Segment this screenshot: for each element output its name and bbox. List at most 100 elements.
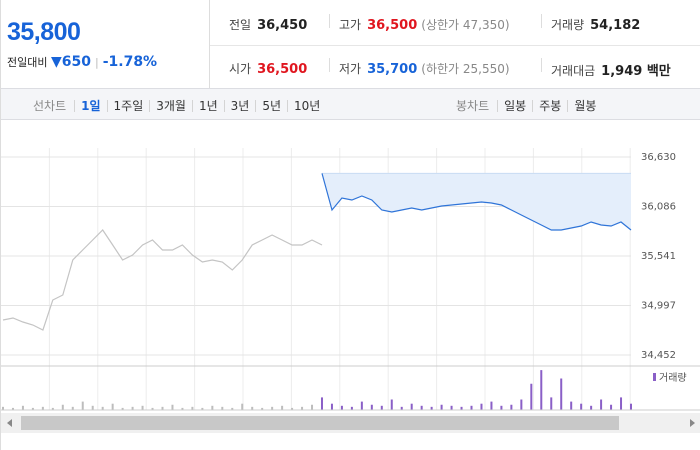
divider [210, 45, 700, 46]
volume-bar [510, 404, 513, 410]
stat-note: (하한가 25,550) [421, 62, 510, 76]
volume-bar [281, 405, 284, 410]
volume-bar [51, 407, 54, 410]
stat: 거래량 54,182 [551, 16, 640, 33]
stat: 시가 36,500 [229, 60, 307, 77]
divider [541, 14, 542, 28]
tab-group-label: 선차트 [33, 99, 67, 113]
volume-bar [480, 403, 483, 410]
stat-label: 저가 [339, 62, 362, 76]
volume-bar [201, 407, 204, 410]
tab[interactable]: 3년 [223, 100, 256, 112]
volume-bar [420, 405, 423, 410]
scroll-right[interactable] [690, 419, 695, 427]
stat: 저가 35,700 (하한가 25,550) [339, 60, 510, 77]
divider [329, 58, 330, 72]
volume-bar [370, 404, 373, 410]
range-area [321, 173, 631, 230]
volume-bar [360, 401, 363, 410]
stat-label: 거래량 [551, 18, 585, 32]
volume-bar [410, 403, 413, 410]
volume-bar [440, 404, 443, 410]
volume-bar [191, 406, 194, 410]
volume-bar [400, 406, 403, 410]
volume-bar [231, 407, 234, 410]
volume-bar [301, 406, 304, 410]
tab[interactable]: 10년 [287, 100, 326, 112]
volume-bar [111, 403, 114, 410]
stat-note: (상한가 47,350) [421, 18, 510, 32]
stat-value: 36,500 [367, 18, 418, 33]
volume-bar [61, 404, 64, 410]
legend-swatch [653, 373, 656, 381]
volume-bar [430, 406, 433, 410]
tab[interactable]: 1주일 [106, 100, 150, 112]
volume-bar [31, 407, 34, 410]
volume-bar [11, 407, 14, 410]
volume-bar [2, 406, 4, 410]
tab[interactable]: 5년 [255, 100, 287, 112]
tab-bar: 선차트 1일 1주일 3개월 1년 3년 5년 10년 봉차트 일봉 주봉 월봉 [1, 88, 700, 120]
tab[interactable]: 주봉 [532, 100, 567, 112]
volume-bar [560, 378, 563, 410]
volume-bar [590, 405, 593, 410]
volume-bar [21, 405, 24, 410]
volume-bar [350, 406, 353, 410]
volume-bar [41, 406, 44, 410]
volume-bar [610, 404, 613, 410]
legend-label: 거래량 [659, 372, 687, 384]
volume-bar [500, 405, 503, 410]
price-line [2, 229, 323, 331]
stat-value: 36,500 [257, 62, 308, 77]
volume-bar [151, 407, 154, 410]
tab-group-label: 봉차트 [456, 99, 490, 113]
volume-bar [330, 403, 333, 410]
tab[interactable]: 일봉 [497, 100, 532, 112]
volume-bar [580, 403, 583, 410]
volume-bar [261, 407, 264, 410]
volume-bar [81, 401, 84, 410]
volume-bar [340, 405, 343, 410]
change-value: ▼650 [50, 54, 91, 70]
stat-value: 54,182 [590, 18, 641, 33]
scrollbar-thumb[interactable] [21, 416, 619, 430]
volume-bar [460, 406, 463, 410]
volume-bar [211, 405, 214, 410]
divider [541, 58, 542, 72]
volume-bar [221, 406, 224, 410]
tab[interactable]: 1년 [191, 100, 224, 112]
volume-bar [450, 405, 453, 410]
scroll-left[interactable] [7, 419, 12, 427]
tab[interactable]: 1일 [74, 100, 106, 112]
volume-bar [470, 405, 473, 410]
volume-bar [171, 404, 174, 410]
tab[interactable]: 3개월 [149, 100, 192, 112]
stat-label: 거래대금 [551, 64, 596, 78]
volume-bar [630, 403, 632, 410]
y-tick-label: 36,630 [641, 152, 676, 163]
volume-bar [570, 401, 573, 410]
y-tick-label: 35,541 [641, 251, 676, 262]
volume-bar [390, 399, 393, 410]
volume-bar [520, 399, 523, 410]
change: 전일대비 ▼650 | -1.78% [7, 54, 158, 70]
stat: 고가 36,500 (상한가 47,350) [339, 16, 510, 33]
volume-bar [251, 406, 254, 410]
volume-bar [550, 397, 553, 410]
y-tick-label: 34,452 [641, 350, 676, 361]
change-pct: -1.78% [102, 54, 158, 70]
current-price: 35,800 [7, 18, 81, 46]
y-tick-label: 36,086 [641, 201, 676, 212]
stat-value: 35,700 [367, 62, 418, 77]
stat-value: 1,949 백만 [601, 64, 671, 79]
volume-bar [121, 407, 124, 410]
volume-bar [241, 403, 244, 410]
volume-bar [101, 406, 104, 410]
volume-bar [71, 406, 74, 410]
stat-label: 시가 [229, 62, 252, 76]
tab[interactable]: 월봉 [567, 100, 602, 112]
chart: 36,630 36,086 35,541 34,997 34,452 거래량 [1, 148, 700, 433]
volume-bar [91, 405, 94, 410]
divider [329, 14, 330, 28]
